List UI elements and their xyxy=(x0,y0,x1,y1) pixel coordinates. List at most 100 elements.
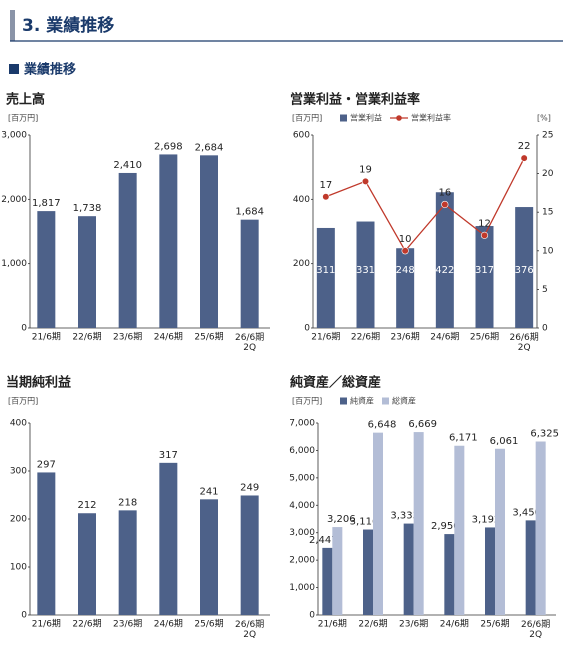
y-tick-label: 0 xyxy=(309,611,315,621)
bar xyxy=(240,219,259,328)
data-label: 317 xyxy=(475,265,494,276)
data-label: 6,171 xyxy=(449,433,478,444)
y2-tick-label: 20 xyxy=(542,169,554,179)
data-label: 22 xyxy=(518,141,531,152)
y-tick-label: 100 xyxy=(10,563,27,573)
legend-swatch xyxy=(382,397,389,405)
chart-title: 営業利益・営業利益率 xyxy=(290,92,420,108)
x-tick-label: 24/6期 xyxy=(154,619,183,630)
y-tick-label: 4,000 xyxy=(289,501,315,511)
y2-tick-label: 25 xyxy=(542,131,553,141)
chart-title: 売上高 xyxy=(6,92,45,108)
y-tick-label: 1,000 xyxy=(289,583,315,593)
bar xyxy=(444,534,455,615)
line-marker xyxy=(322,193,330,201)
bar xyxy=(535,441,546,615)
data-label: 2,684 xyxy=(195,142,224,153)
bar xyxy=(316,227,335,328)
data-label: 2,410 xyxy=(113,160,142,171)
x-tick-label: 25/6期 xyxy=(194,619,223,630)
x-tick-label: 24/6期 xyxy=(440,619,469,630)
bar xyxy=(200,499,218,615)
x-tick-label: 21/6期 xyxy=(318,619,347,630)
x-tick-label: 26/6期 2Q xyxy=(235,619,264,640)
x-tick-label: 24/6期 xyxy=(430,332,459,343)
legend-marker xyxy=(396,115,402,121)
data-label: 17 xyxy=(319,180,332,191)
x-tick-label: 26/6期 2Q xyxy=(521,619,550,640)
data-label: 1,738 xyxy=(73,203,102,214)
data-label: 1,684 xyxy=(235,207,264,218)
y-tick-label: 2,000 xyxy=(1,195,27,205)
x-tick-label: 23/6期 xyxy=(113,619,142,630)
bar xyxy=(435,192,454,328)
legend-swatch xyxy=(340,114,347,122)
data-label: 212 xyxy=(77,500,96,511)
data-label: 10 xyxy=(399,234,412,245)
bar xyxy=(159,462,178,615)
y-tick-label: 0 xyxy=(304,324,310,334)
data-label: 317 xyxy=(159,450,178,461)
line-marker xyxy=(441,200,449,209)
x-tick-label: 25/6期 xyxy=(194,332,223,343)
section-marker xyxy=(9,64,19,74)
data-label: 3,450 xyxy=(512,507,541,518)
x-tick-label: 21/6期 xyxy=(32,619,61,630)
data-label: 2,447 xyxy=(309,535,338,546)
y-tick-label: 0 xyxy=(21,611,27,621)
x-tick-label: 22/6期 xyxy=(72,619,101,630)
bar xyxy=(475,226,494,328)
page-title: 3. 業績推移 xyxy=(22,15,114,36)
bar xyxy=(78,216,96,328)
data-label: 297 xyxy=(37,459,56,470)
chart-title: 当期純利益 xyxy=(6,375,71,391)
legend-label: 営業利益 xyxy=(350,113,382,123)
x-tick-label: 23/6期 xyxy=(113,332,142,343)
bar xyxy=(485,527,495,615)
y-tick-label: 6,000 xyxy=(289,446,315,456)
y-tick-label: 2,000 xyxy=(289,556,315,566)
y2-tick-label: 0 xyxy=(542,324,548,334)
data-label: 218 xyxy=(118,497,137,508)
y2-axis-label: [%] xyxy=(537,114,551,123)
legend-label: 営業利益率 xyxy=(411,113,451,123)
x-tick-label: 22/6期 xyxy=(358,619,387,630)
data-label: 6,061 xyxy=(490,436,519,447)
y-tick-label: 200 xyxy=(293,259,310,269)
data-label: 3,206 xyxy=(327,514,356,525)
y-tick-label: 5,000 xyxy=(289,473,315,483)
y-tick-label: 300 xyxy=(10,467,27,477)
bar xyxy=(454,445,465,615)
legend-swatch xyxy=(340,397,347,405)
y-axis-label: [百万円] xyxy=(292,397,322,406)
data-label: 1,817 xyxy=(32,198,61,209)
section-title: 業績推移 xyxy=(23,62,76,78)
y-tick-label: 400 xyxy=(293,195,310,205)
bar xyxy=(37,211,56,328)
y-tick-label: 1,000 xyxy=(1,259,27,269)
bar xyxy=(373,432,383,615)
data-label: 16 xyxy=(438,187,451,198)
y-tick-label: 400 xyxy=(10,419,27,429)
bar xyxy=(322,547,333,615)
line-marker xyxy=(520,154,528,162)
line-marker xyxy=(401,247,409,255)
x-tick-label: 23/6期 xyxy=(399,619,428,630)
data-label: 2,698 xyxy=(154,141,183,152)
legend-label: 総資産 xyxy=(392,396,416,406)
data-label: 3,192 xyxy=(472,514,501,525)
data-label: 2,950 xyxy=(431,521,460,532)
line xyxy=(325,157,525,252)
data-label: 331 xyxy=(356,265,375,276)
bar xyxy=(413,432,424,615)
bar xyxy=(525,520,536,615)
data-label: 12 xyxy=(478,218,491,229)
y2-tick-label: 10 xyxy=(542,246,554,256)
x-tick-label: 23/6期 xyxy=(391,332,420,343)
bar xyxy=(356,221,375,328)
bar xyxy=(240,495,259,615)
bar xyxy=(118,510,137,615)
data-label: 6,325 xyxy=(530,429,559,440)
bar xyxy=(396,248,415,328)
x-tick-label: 22/6期 xyxy=(72,332,101,343)
